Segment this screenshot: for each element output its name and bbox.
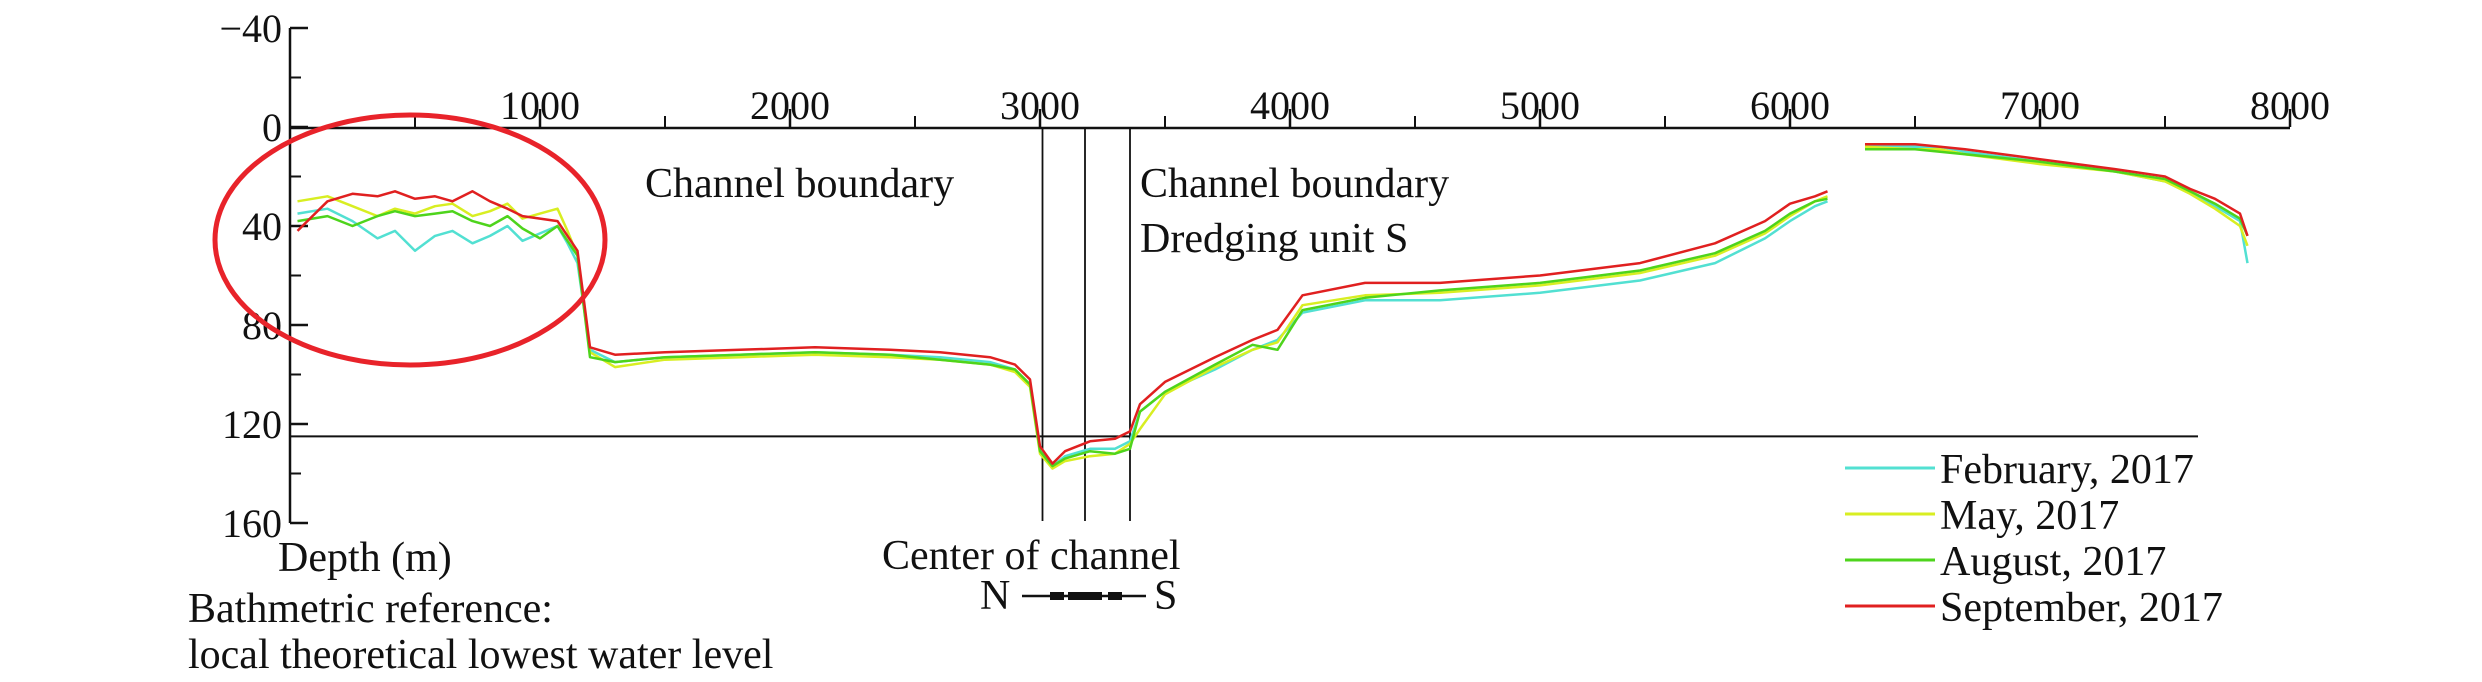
compass-bar-mark-right xyxy=(1108,592,1122,600)
series-line xyxy=(1865,148,2249,237)
legend-label: August, 2017 xyxy=(1940,539,2166,585)
compass-bar-mark-left xyxy=(1050,592,1064,600)
annotation-channel-boundary-right: Channel boundary xyxy=(1140,161,1449,207)
series-line xyxy=(297,197,1828,468)
x-tick-label: 6000 xyxy=(1750,83,1830,128)
series-3 xyxy=(296,143,2249,465)
annotation-center-of-channel: Center of channel xyxy=(882,533,1181,579)
compass: N S xyxy=(980,573,1177,619)
x-tick-label: 5000 xyxy=(1500,83,1580,128)
y-tick-label: 40 xyxy=(242,204,282,249)
x-tick-label: 3000 xyxy=(1000,83,1080,128)
y-tick-label: 160 xyxy=(222,501,282,546)
highlight-ellipse xyxy=(212,112,608,368)
series-line xyxy=(296,190,1828,465)
x-tick-label: 8000 xyxy=(2250,83,2330,128)
y-tick-label: −40 xyxy=(219,6,282,51)
compass-bar-mark-center xyxy=(1068,592,1102,600)
x-tick-label: 2000 xyxy=(750,83,830,128)
reference-note-line-2: local theoretical lowest water level xyxy=(188,632,773,678)
legend-label: September, 2017 xyxy=(1940,585,2223,631)
y-tick-label: 0 xyxy=(262,105,282,150)
series-2 xyxy=(297,148,2249,468)
series-line xyxy=(1865,143,2249,237)
series-line xyxy=(297,200,1828,468)
compass-south: S xyxy=(1154,573,1177,619)
y-axis-title: Depth (m) xyxy=(278,535,452,581)
legend-label: February, 2017 xyxy=(1940,447,2194,493)
x-tick-label: 1000 xyxy=(500,83,580,128)
compass-north: N xyxy=(980,573,1010,619)
series-layer xyxy=(296,143,2249,470)
y-tick-label: 120 xyxy=(222,402,282,447)
annotation-channel-boundary-left: Channel boundary xyxy=(645,161,954,207)
legend-label: May, 2017 xyxy=(1940,493,2119,539)
x-tick-label: 7000 xyxy=(2000,83,2080,128)
series-line xyxy=(297,195,1828,470)
x-tick-label: 4000 xyxy=(1250,83,1330,128)
reference-note-line-1: Bathmetric reference: xyxy=(188,586,553,632)
annotation-dredging-unit: Dredging unit S xyxy=(1140,216,1408,262)
